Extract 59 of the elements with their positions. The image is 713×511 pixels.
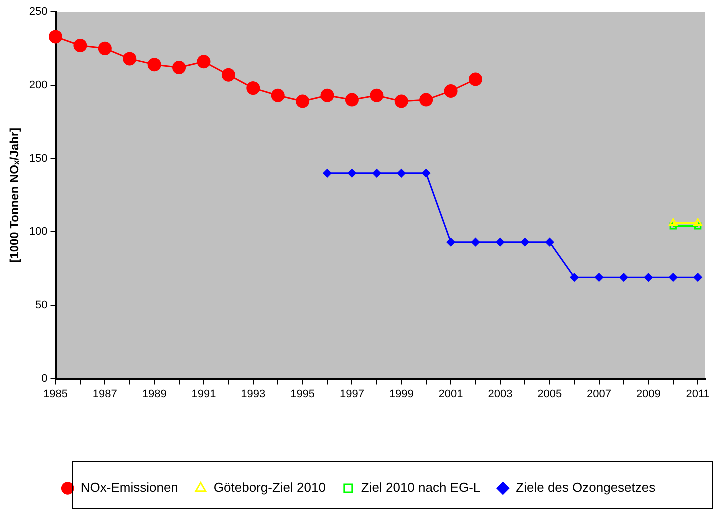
point [595, 273, 604, 282]
point [468, 72, 482, 86]
x-tick-label: 2011 [686, 388, 710, 400]
point [520, 238, 530, 247]
x-tick-label: 1999 [389, 388, 414, 400]
point [271, 88, 285, 102]
point [246, 82, 260, 96]
x-tick-label: 2009 [636, 388, 661, 400]
point [74, 38, 88, 52]
point [397, 169, 406, 178]
point [570, 273, 579, 282]
y-tick-label: 250 [29, 6, 48, 18]
x-tick-label: 2005 [538, 388, 562, 400]
x-tick-label: 1987 [92, 388, 118, 400]
x-tick-label: 1985 [44, 388, 68, 400]
point [49, 30, 63, 44]
x-tick-label: 2001 [438, 388, 464, 400]
x-tick-label: 2007 [587, 388, 612, 400]
x-tick-label: 1991 [192, 388, 216, 400]
point [446, 238, 456, 247]
point [320, 88, 334, 102]
point [496, 238, 505, 247]
x-tick-label: 2003 [488, 388, 513, 400]
point [422, 169, 431, 178]
point [694, 273, 702, 282]
y-tick-label: 0 [42, 372, 48, 385]
point [372, 169, 382, 178]
legend-label: Göteborg-Ziel 2010 [214, 480, 326, 496]
y-tick-label: 200 [29, 79, 48, 92]
x-tick-label: 1993 [241, 388, 266, 400]
point [148, 58, 162, 72]
point [644, 273, 653, 282]
y-tick-label: 100 [29, 226, 48, 238]
legend-label: NOx-Emissionen [80, 480, 178, 496]
point [420, 93, 434, 107]
point [620, 273, 628, 282]
point [370, 88, 384, 102]
point [323, 169, 332, 178]
x-tick-label: 1997 [340, 388, 364, 400]
x-tick-label: 1989 [142, 388, 167, 400]
point [345, 93, 359, 107]
point [394, 94, 408, 108]
point [123, 52, 137, 66]
legend-label: Ziel 2010 nach EG-L [361, 480, 481, 496]
y-tick-label: 150 [29, 152, 48, 165]
x-tick-label: 1995 [290, 388, 316, 400]
y-tick-label: 50 [36, 299, 48, 312]
point [296, 94, 310, 108]
point [546, 238, 554, 247]
point [471, 238, 480, 247]
point [669, 273, 678, 282]
point [98, 42, 112, 56]
point [348, 169, 356, 178]
point [172, 61, 186, 75]
y-axis-title: [1000 Tonnen NOₓ/Jahr] [8, 128, 22, 263]
point [444, 84, 458, 98]
legend-label: Ziele des Ozongesetzes [516, 480, 656, 496]
point [222, 68, 236, 82]
point [197, 55, 211, 69]
